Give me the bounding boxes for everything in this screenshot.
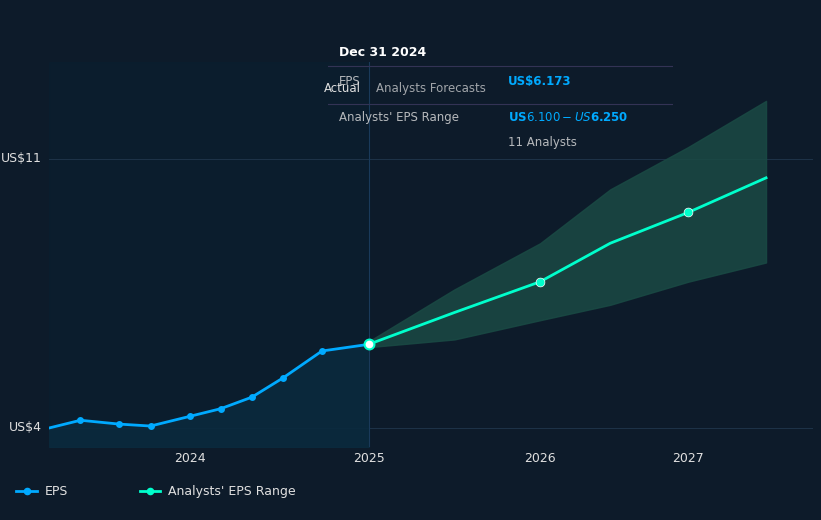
Point [144,487,157,496]
Point [277,374,290,382]
Text: Analysts' EPS Range: Analysts' EPS Range [339,111,459,124]
Point [74,416,87,424]
Point [534,278,547,286]
Point [362,340,375,348]
Text: Analysts' EPS Range: Analysts' EPS Range [168,485,296,498]
Point [20,487,33,496]
Text: Analysts Forecasts: Analysts Forecasts [377,82,486,95]
Point [245,393,259,401]
Point [315,347,328,355]
Bar [49,62,369,447]
Text: US$4: US$4 [9,421,42,434]
Point [681,209,695,217]
Point [112,420,126,428]
Text: US$6.173: US$6.173 [507,75,571,88]
Point [183,412,196,421]
Text: US$6.100 - US$6.250: US$6.100 - US$6.250 [507,111,628,124]
Text: Dec 31 2024: Dec 31 2024 [339,46,426,59]
Text: EPS: EPS [339,75,360,88]
Text: EPS: EPS [45,485,68,498]
Text: Actual: Actual [324,82,361,95]
Text: 11 Analysts: 11 Analysts [507,136,576,149]
Point [144,422,157,430]
Text: US$11: US$11 [1,152,42,165]
Point [214,405,227,413]
